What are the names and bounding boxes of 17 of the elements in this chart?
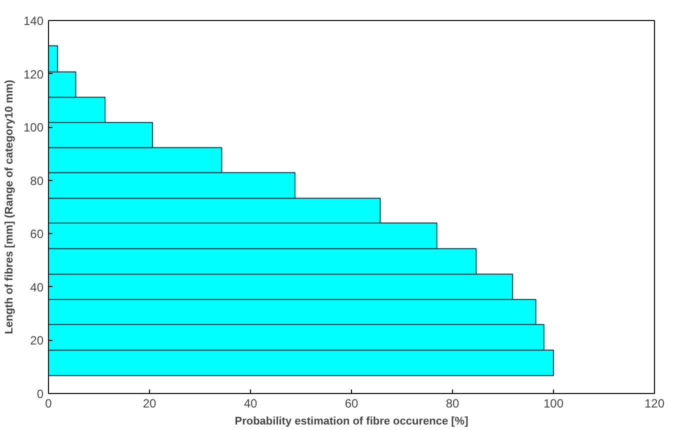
y-tick-label: 0 (36, 387, 44, 401)
y-tick-label: 120 (23, 67, 44, 82)
x-tick-label: 40 (244, 396, 258, 410)
x-tick-label: 60 (344, 396, 358, 410)
y-tick-label: 80 (30, 174, 44, 188)
x-tick-label: 120 (644, 396, 665, 410)
y-tick-label: 40 (30, 280, 44, 294)
x-tick-label: 0 (45, 396, 52, 410)
y-axis-title: Length of fibres [mm] (Range of category10 mm) (3, 80, 16, 334)
x-tick-label: 20 (142, 396, 156, 410)
x-tick-label: 80 (446, 396, 460, 410)
y-tick-label: 60 (30, 227, 44, 242)
x-tick-label: 100 (543, 396, 564, 410)
y-tick-label: 140 (23, 14, 44, 28)
x-axis-title: Probability estimation of fibre occurence [%] (234, 416, 469, 428)
y-tick-label: 100 (23, 120, 44, 135)
y-tick-label: 20 (30, 334, 44, 348)
